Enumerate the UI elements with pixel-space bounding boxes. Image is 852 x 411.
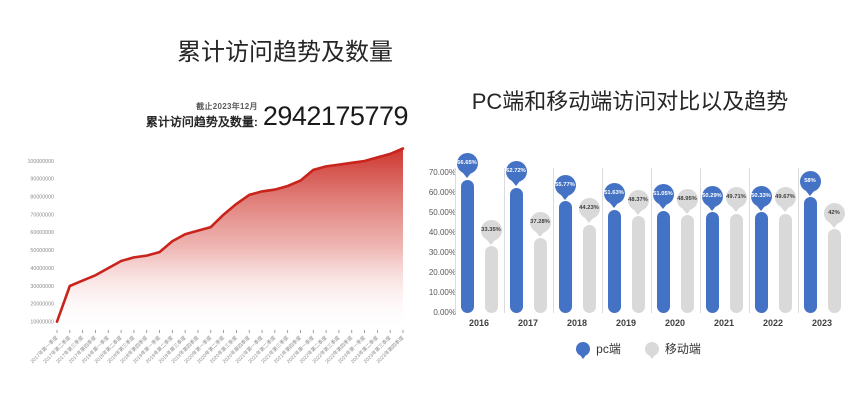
- year-separator-line: [650, 168, 652, 313]
- legend-item-mobile: 移动端: [644, 340, 701, 359]
- y-axis-label: 70000000: [30, 212, 54, 218]
- x-axis-year-label: 2023: [811, 318, 833, 328]
- pc-bar-2019: [607, 209, 621, 313]
- stat-label: 累计访问趋势及数量:: [145, 115, 258, 129]
- mobile-bar-2020: [680, 215, 694, 313]
- pc-bubble-2021: 50.29%: [701, 185, 723, 211]
- area-series-fill: [57, 148, 403, 330]
- x-axis-year-label: 2022: [762, 318, 784, 328]
- mobile-bar-2016: [484, 246, 498, 313]
- y-axis-label: 60.00%: [428, 188, 456, 197]
- pc-bar-2020: [656, 210, 670, 313]
- x-axis-year-label: 2016: [468, 318, 490, 328]
- mobile-bubble-2017: 37.28%: [529, 211, 551, 237]
- y-axis-label: 50.00%: [428, 208, 456, 217]
- mobile-bar-2023: [827, 229, 841, 313]
- legend-label: 移动端: [664, 342, 701, 356]
- bubble-tail: [781, 207, 789, 213]
- y-axis-label: 60000000: [30, 230, 54, 236]
- y-axis-label: 70.00%: [428, 168, 456, 177]
- year-separator-line: [552, 168, 554, 313]
- mobile-bar-2021: [729, 213, 743, 313]
- pc-bar-2023: [803, 197, 817, 313]
- stat-value: 2942175779: [262, 101, 409, 132]
- legend-item-pc: pc端: [576, 340, 621, 359]
- x-axis-year-label: 2019: [615, 318, 637, 328]
- y-axis-label: 20000000: [30, 302, 54, 308]
- bubble-tail: [683, 208, 691, 214]
- mobile-bubble-2023: 42%: [823, 202, 845, 228]
- stat-asof-note: 截止2023年12月: [196, 102, 258, 111]
- bubble-tail: [536, 231, 544, 237]
- mobile-bubble-2016: 33.35%: [480, 219, 502, 245]
- pc-bubble-2022: 50.33%: [750, 185, 772, 211]
- year-separator-line: [454, 168, 456, 313]
- bubble-tail: [830, 222, 838, 228]
- x-axis-year-label: 2021: [713, 318, 735, 328]
- mobile-bubble-2019: 48.37%: [627, 189, 649, 215]
- pc-bubble-2016: 66.65%: [456, 153, 478, 179]
- x-axis-year-label: 2017: [517, 318, 539, 328]
- bubble-tail: [512, 181, 520, 187]
- pc-bubble-2020: 51.05%: [652, 184, 674, 210]
- y-axis-label: 50000000: [30, 248, 54, 254]
- pc-bubble-2018: 55.77%: [554, 174, 576, 200]
- bubble-tail: [659, 204, 667, 210]
- bubble-tail: [561, 194, 569, 200]
- left-chart-title: 累计访问趋势及数量: [177, 39, 393, 66]
- pc-bar-2021: [705, 212, 719, 313]
- bubble-tail: [487, 239, 495, 245]
- pc-bubble-2019: 51.63%: [603, 183, 625, 209]
- year-separator-line: [797, 168, 799, 313]
- mobile-bubble-2021: 49.71%: [725, 187, 747, 213]
- mobile-bar-2019: [631, 216, 645, 313]
- bubble-tail: [708, 205, 716, 211]
- y-axis-label: 30.00%: [428, 248, 456, 257]
- y-axis-label: 100000000: [27, 159, 54, 165]
- year-separator-line: [699, 168, 701, 313]
- mobile-bar-2018: [582, 224, 596, 313]
- bubble-tail: [610, 203, 618, 209]
- y-axis-label: 0.00%: [433, 308, 456, 317]
- y-axis-label: 40000000: [30, 266, 54, 272]
- mobile-marker-icon: [644, 341, 659, 359]
- bubble-tail: [585, 218, 593, 224]
- year-separator-line: [748, 168, 750, 313]
- bubble-tail: [806, 190, 814, 196]
- cumulative-stat: 截止2023年12月 累计访问趋势及数量: 2942175779: [145, 101, 409, 132]
- mobile-bubble-2022: 49.67%: [774, 187, 796, 213]
- pc-bubble-2017: 62.72%: [505, 161, 527, 187]
- right-chart-title: PC端和移动端访问对比以及趋势: [471, 89, 789, 114]
- legend-label: pc端: [596, 342, 621, 356]
- mobile-bar-2022: [778, 213, 792, 313]
- bubble-tail: [757, 205, 765, 211]
- y-axis-label: 10000000: [30, 320, 54, 326]
- pc-bubble-2023: 58%: [799, 170, 821, 196]
- y-axis-label: 20.00%: [428, 268, 456, 277]
- y-axis-label: 40.00%: [428, 228, 456, 237]
- pc-marker-icon: [576, 341, 591, 359]
- mobile-bar-2017: [533, 238, 547, 313]
- pc-bar-2017: [509, 187, 523, 313]
- x-axis-year-label: 2020: [664, 318, 686, 328]
- area-series-line: [55, 147, 405, 323]
- x-axis-year-label: 2018: [566, 318, 588, 328]
- bubble-tail: [463, 173, 471, 179]
- pc-bar-2022: [754, 212, 768, 313]
- y-axis-label: 30000000: [30, 284, 54, 290]
- year-separator-line: [601, 168, 603, 313]
- pc-bar-2016: [460, 179, 474, 313]
- year-separator-line: [503, 168, 505, 313]
- y-axis-label: 10.00%: [428, 288, 456, 297]
- pc-bar-2018: [558, 201, 572, 313]
- y-axis-label: 80000000: [30, 195, 54, 201]
- chart-legend: pc端 移动端: [425, 340, 852, 359]
- bubble-tail: [732, 207, 740, 213]
- mobile-bubble-2020: 48.95%: [676, 188, 698, 214]
- y-axis-label: 90000000: [30, 177, 54, 183]
- bubble-tail: [634, 209, 642, 215]
- mobile-bubble-2018: 44.23%: [578, 198, 600, 224]
- cumulative-area-chart: 100000000 90000000 80000000 70000000 6000000…: [27, 147, 405, 365]
